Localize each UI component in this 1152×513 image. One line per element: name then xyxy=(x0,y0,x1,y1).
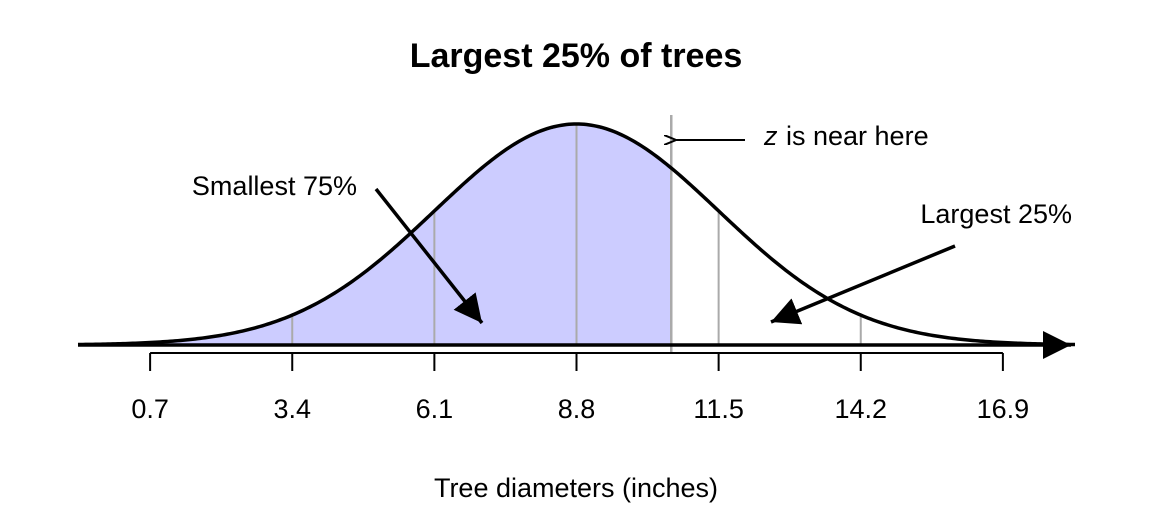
shaded-area xyxy=(78,124,672,345)
x-tick-label: 6.1 xyxy=(416,394,454,424)
density-curve xyxy=(77,122,1076,347)
chart-title: Largest 25% of trees xyxy=(410,37,743,75)
x-axis-label: Tree diameters (inches) xyxy=(434,473,718,503)
x-tick-label: 3.4 xyxy=(273,394,311,424)
x-tick-label: 16.9 xyxy=(977,394,1030,424)
z-symbol: z xyxy=(763,121,778,151)
x-tick-label: 14.2 xyxy=(834,394,887,424)
x-tick-label: 8.8 xyxy=(558,394,596,424)
left-annotation: Smallest 75% xyxy=(192,171,357,201)
left-arrow xyxy=(374,187,484,325)
x-tick-label: 11.5 xyxy=(693,394,744,424)
z-annotation: is near here xyxy=(786,121,929,151)
right-arrow xyxy=(770,244,956,325)
plot: 0.7 3.4 6.1 8.8 11.5 14.2 16.9 xyxy=(77,115,1076,424)
x-tick-label: 0.7 xyxy=(131,394,169,424)
right-annotation: Largest 25% xyxy=(920,199,1072,229)
